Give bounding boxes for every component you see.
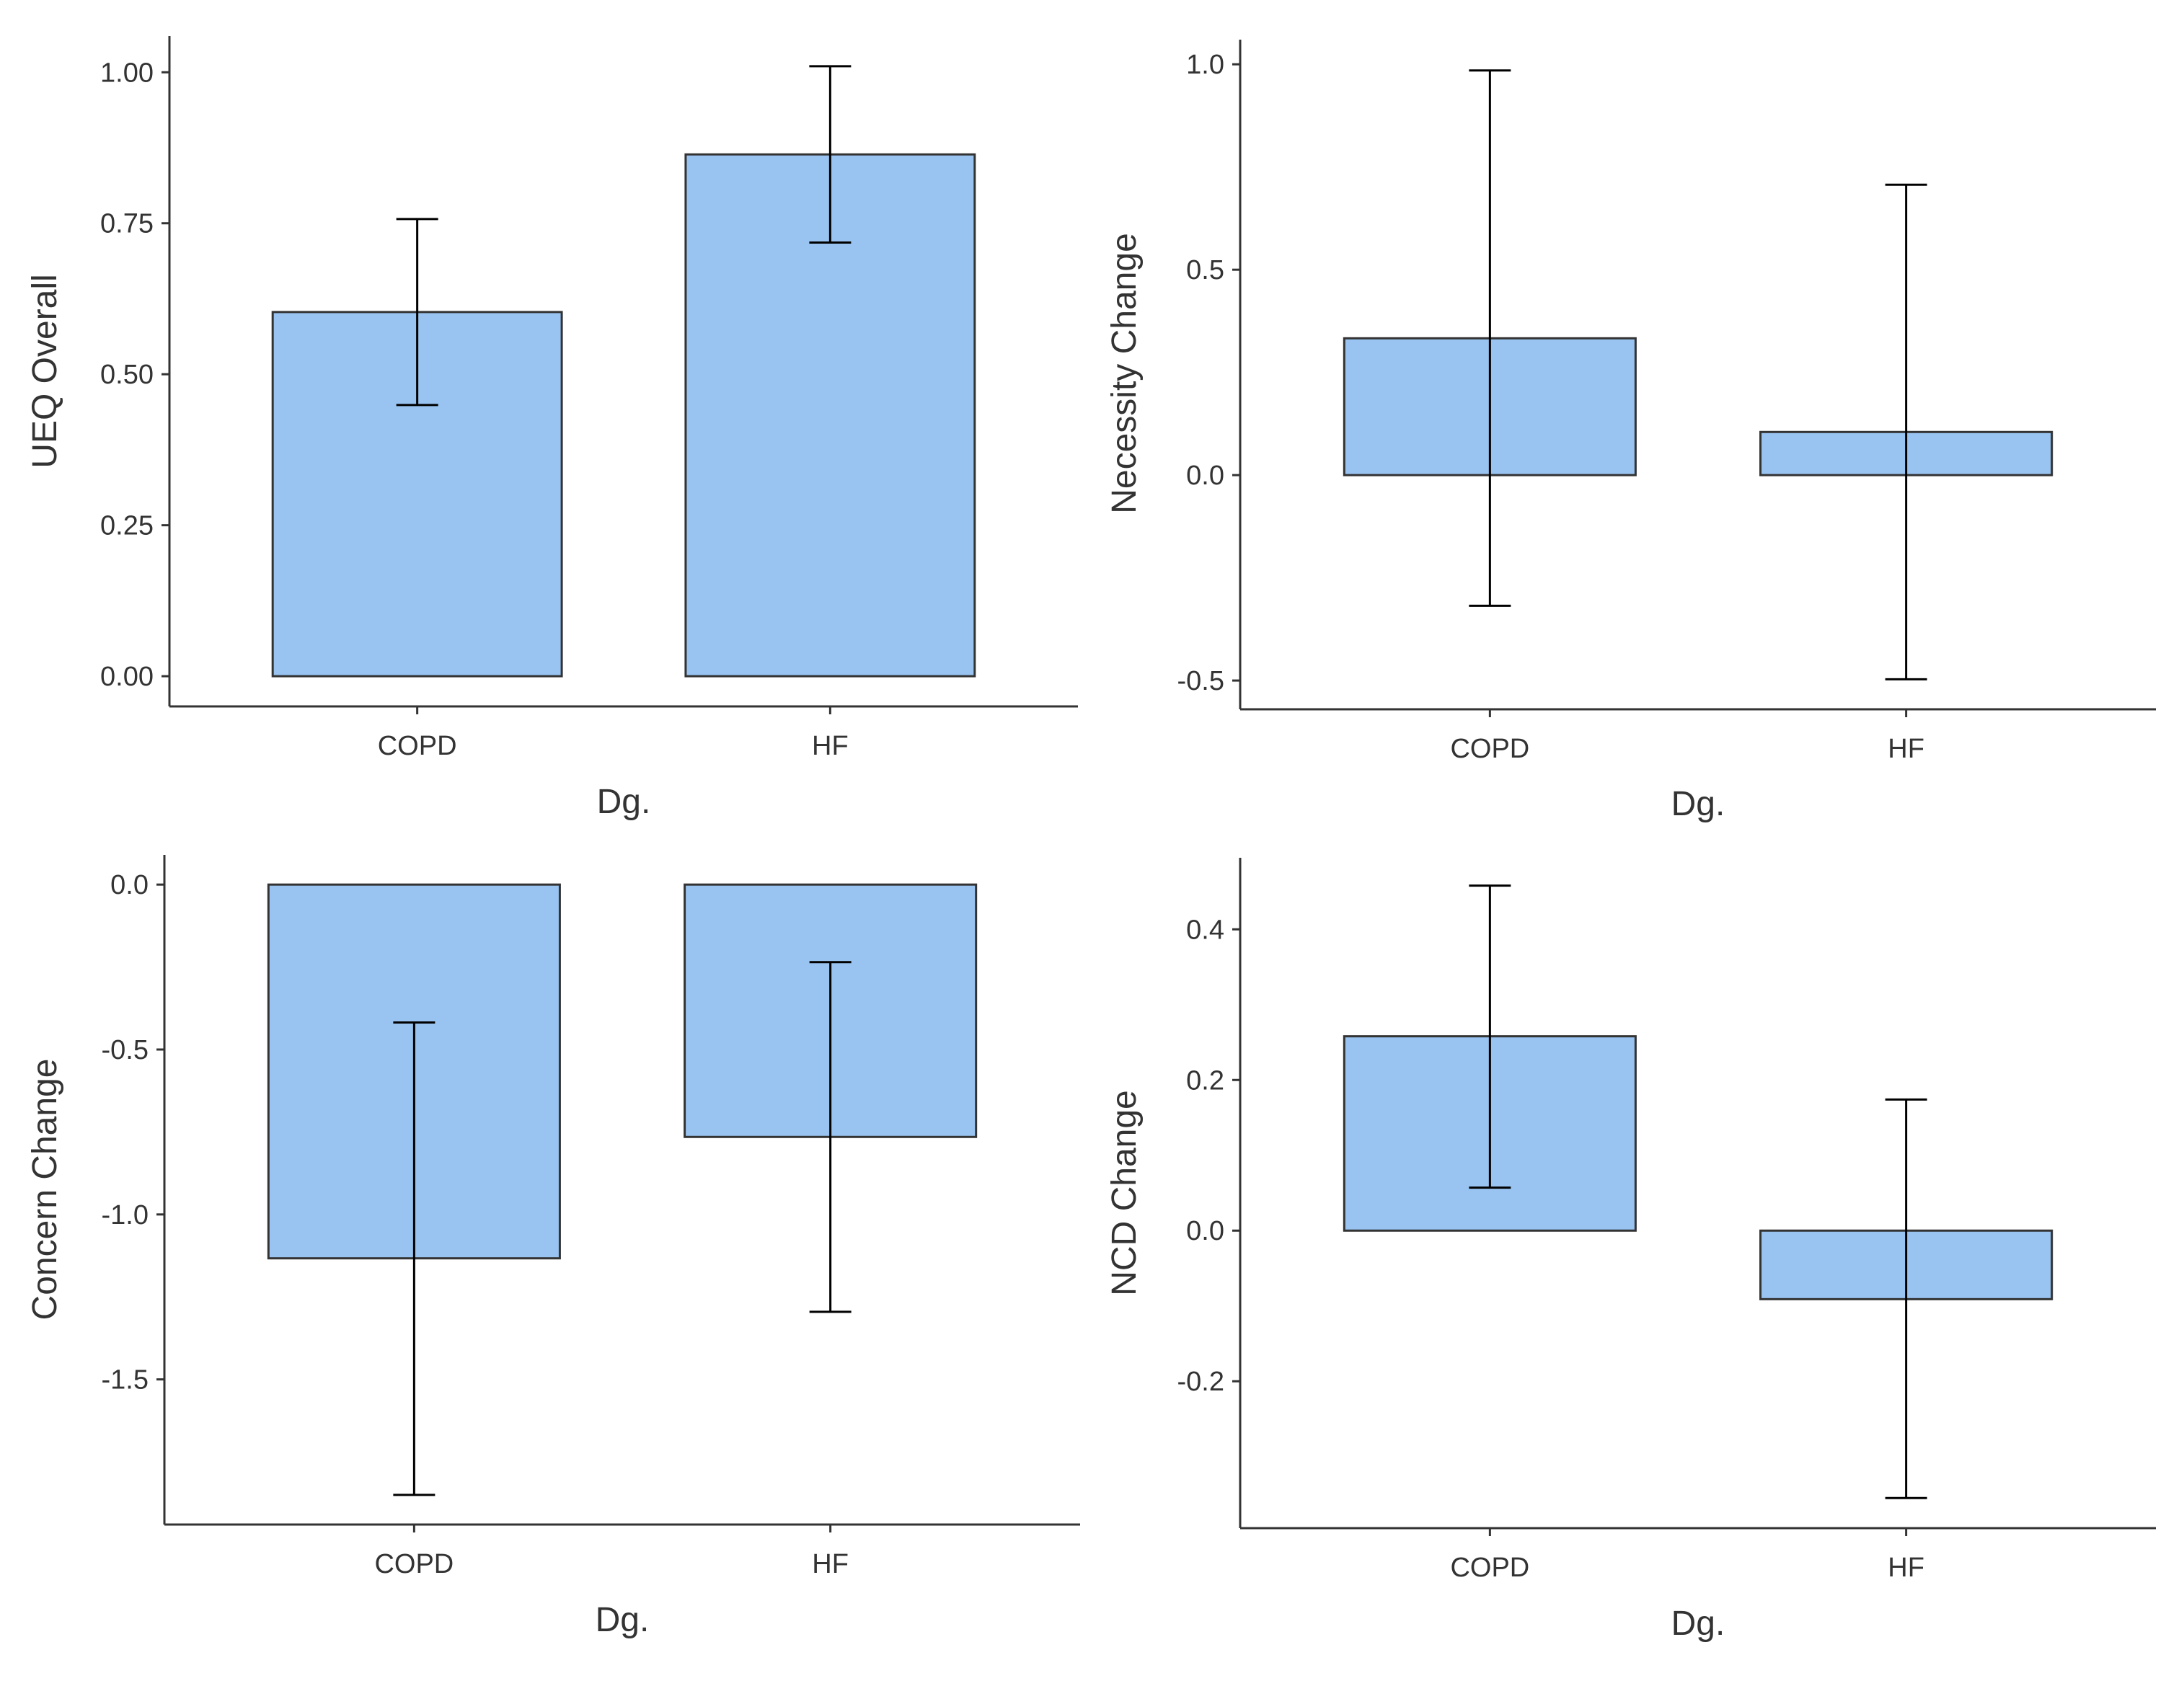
x-ticks: COPD HF xyxy=(374,1525,849,1579)
y-tick-label: 0.25 xyxy=(100,511,154,541)
x-tick-label: COPD xyxy=(1450,1553,1529,1583)
error-bar-copd xyxy=(396,218,438,407)
y-tick-label: 0.0 xyxy=(1186,1216,1224,1246)
error-bar-copd xyxy=(393,1021,436,1496)
x-ticks: COPD HF xyxy=(1450,709,1924,764)
y-ticks: -0.5 0.0 0.5 1.0 xyxy=(1177,50,1240,696)
x-tick-label: HF xyxy=(1888,1553,1924,1583)
x-tick-label: COPD xyxy=(1450,734,1529,764)
error-bar-hf xyxy=(809,65,852,244)
y-tick-label: 0.0 xyxy=(110,870,149,900)
y-tick-label: -1.5 xyxy=(102,1365,149,1396)
y-tick-label: 0.0 xyxy=(1186,461,1224,491)
error-bar-copd xyxy=(1469,69,1511,607)
y-tick-label: -0.5 xyxy=(1177,666,1224,696)
y-tick-label: -1.0 xyxy=(102,1200,149,1230)
error-bar-hf xyxy=(809,961,852,1313)
bars-layer xyxy=(1343,69,2053,680)
x-axis-title: Dg. xyxy=(596,1601,650,1639)
y-axis-title: UEQ Overall xyxy=(26,274,64,468)
y-ticks: 0.4 0.2 0.0 -0.2 xyxy=(1177,915,1240,1397)
y-ticks: 0.00 0.25 0.50 0.75 1.00 xyxy=(100,58,169,692)
y-tick-label: 0.75 xyxy=(100,209,154,239)
y-ticks: 0.0 -0.5 -1.0 -1.5 xyxy=(102,870,164,1396)
x-tick-label: HF xyxy=(1888,734,1924,764)
panel-ueq-overall: 0.00 0.25 0.50 0.75 1.00 COPD HF Dg. UEQ Over… xyxy=(26,36,1078,821)
x-tick-label: HF xyxy=(812,1549,849,1579)
error-bar-copd xyxy=(1469,884,1511,1189)
x-axis-title: Dg. xyxy=(1671,1605,1725,1643)
y-tick-label: 0.4 xyxy=(1186,915,1224,945)
panel-ncd-change: 0.4 0.2 0.0 -0.2 COPD HF Dg. NCD Change xyxy=(1105,858,2156,1643)
bars-layer xyxy=(267,883,978,1496)
x-tick-label: COPD xyxy=(378,731,457,761)
error-bar-hf xyxy=(1885,1098,1927,1499)
x-tick-label: HF xyxy=(812,731,849,761)
y-tick-label: 0.2 xyxy=(1186,1065,1224,1096)
y-tick-label: 1.0 xyxy=(1186,50,1224,80)
y-axis-title: Necessity Change xyxy=(1105,233,1144,514)
bars-layer xyxy=(1343,884,2053,1499)
x-ticks: COPD HF xyxy=(378,706,849,761)
y-tick-label: 0.00 xyxy=(100,662,154,692)
y-tick-label: 1.00 xyxy=(100,58,154,88)
y-tick-label: -0.5 xyxy=(102,1035,149,1065)
y-axis-title: Concern Change xyxy=(26,1059,64,1321)
panel-necessity-change: -0.5 0.0 0.5 1.0 COPD HF Dg. Necessity Chang… xyxy=(1105,40,2156,823)
y-axis-title: NCD Change xyxy=(1105,1090,1144,1295)
x-axis-title: Dg. xyxy=(597,783,651,821)
bars-layer xyxy=(271,65,976,678)
x-tick-label: COPD xyxy=(374,1549,454,1579)
x-axis-title: Dg. xyxy=(1671,785,1725,823)
y-tick-label: 0.5 xyxy=(1186,255,1224,285)
x-ticks: COPD HF xyxy=(1450,1528,1924,1583)
panel-concern-change: 0.0 -0.5 -1.0 -1.5 COPD HF Dg. Concern Chang… xyxy=(26,855,1080,1639)
error-bar-hf xyxy=(1885,183,1927,680)
y-tick-label: 0.50 xyxy=(100,360,154,390)
y-tick-label: -0.2 xyxy=(1177,1367,1224,1397)
